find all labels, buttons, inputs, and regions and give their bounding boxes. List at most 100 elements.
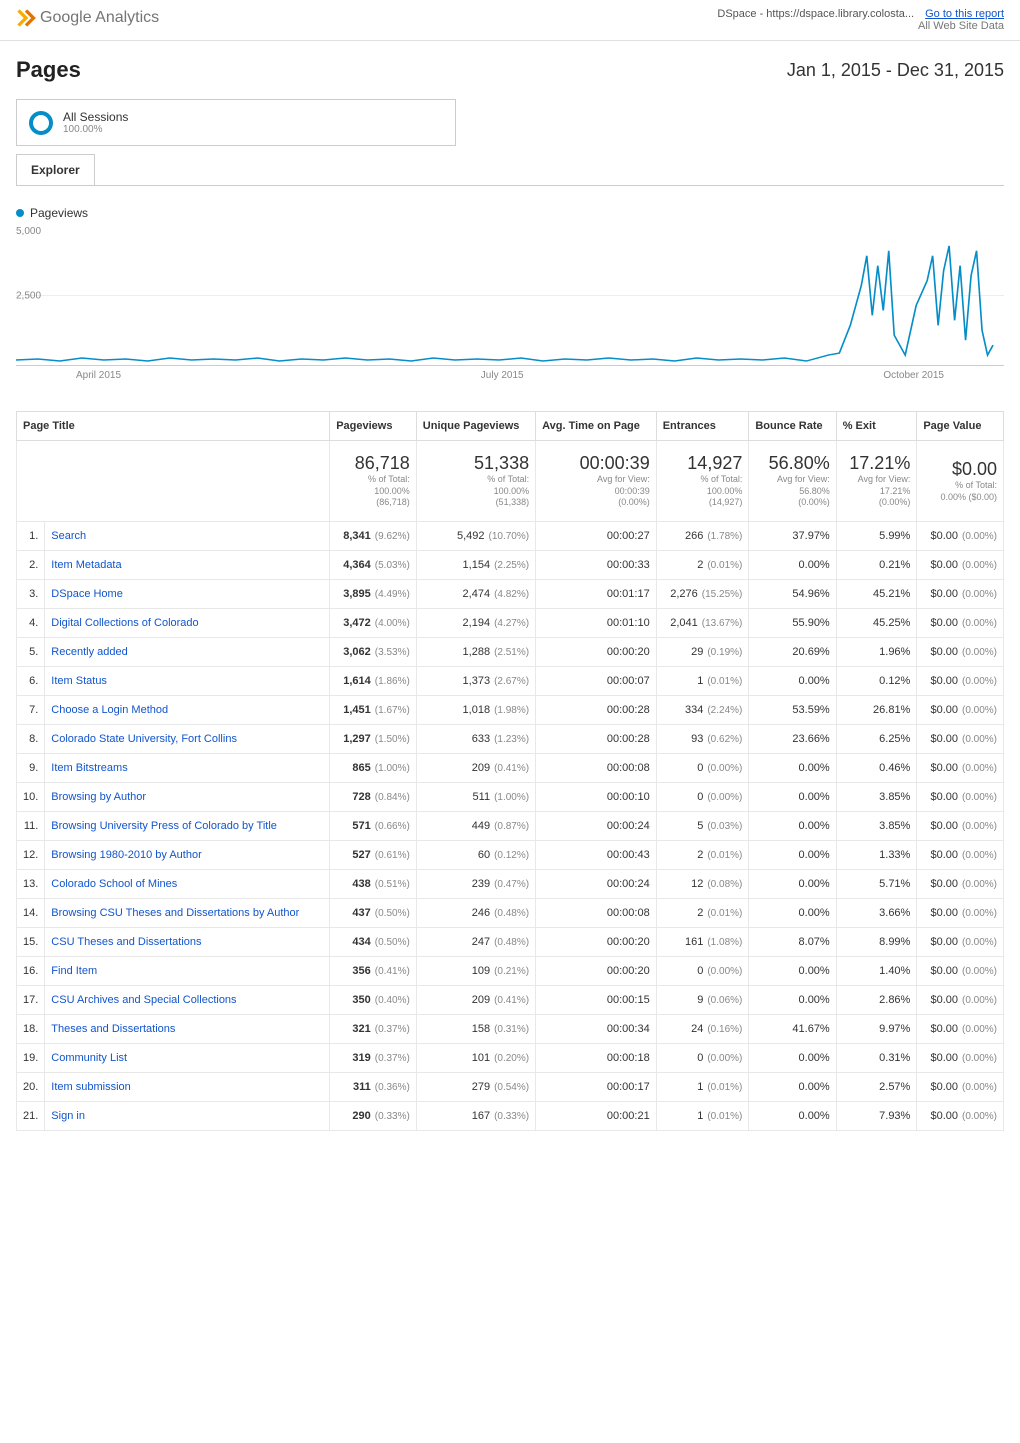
y-axis-mid: 2,500 xyxy=(16,290,41,301)
cell-entrances: 0(0.00%) xyxy=(656,754,749,783)
cell-avgtime: 00:00:08 xyxy=(536,899,657,928)
page-link[interactable]: Browsing 1980-2010 by Author xyxy=(51,849,201,861)
cell-title: Browsing 1980-2010 by Author xyxy=(45,841,330,870)
table-row: 20.Item submission311(0.36%)279(0.54%)00… xyxy=(17,1073,1004,1102)
cell-unique: 2,194(4.27%) xyxy=(416,609,535,638)
col-page-title[interactable]: Page Title xyxy=(17,412,330,441)
row-number: 15. xyxy=(17,928,45,957)
page-link[interactable]: Browsing University Press of Colorado by… xyxy=(51,820,277,832)
page-link[interactable]: Search xyxy=(51,530,86,542)
cell-entrances: 1(0.01%) xyxy=(656,1102,749,1131)
cell-exit: 2.86% xyxy=(836,986,917,1015)
page-link[interactable]: Community List xyxy=(51,1052,127,1064)
cell-unique: 109(0.21%) xyxy=(416,957,535,986)
cell-avgtime: 00:00:24 xyxy=(536,870,657,899)
header-right: DSpace - https://dspace.library.colosta.… xyxy=(717,8,1004,32)
cell-title: DSpace Home xyxy=(45,580,330,609)
table-row: 16.Find Item356(0.41%)109(0.21%)00:00:20… xyxy=(17,957,1004,986)
col-pageviews[interactable]: Pageviews xyxy=(330,412,417,441)
col-entrances[interactable]: Entrances xyxy=(656,412,749,441)
cell-exit: 0.12% xyxy=(836,667,917,696)
cell-unique: 246(0.48%) xyxy=(416,899,535,928)
cell-bounce: 53.59% xyxy=(749,696,836,725)
cell-entrances: 334(2.24%) xyxy=(656,696,749,725)
page-link[interactable]: DSpace Home xyxy=(51,588,123,600)
page-link[interactable]: Choose a Login Method xyxy=(51,704,168,716)
page-link[interactable]: Theses and Dissertations xyxy=(51,1023,175,1035)
cell-unique: 5,492(10.70%) xyxy=(416,522,535,551)
cell-exit: 3.85% xyxy=(836,812,917,841)
page-link[interactable]: CSU Theses and Dissertations xyxy=(51,936,201,948)
page-link[interactable]: Recently added xyxy=(51,646,127,658)
cell-exit: 45.21% xyxy=(836,580,917,609)
row-number: 1. xyxy=(17,522,45,551)
col-avgtime[interactable]: Avg. Time on Page xyxy=(536,412,657,441)
page-link[interactable]: Digital Collections of Colorado xyxy=(51,617,198,629)
cell-title: Search xyxy=(45,522,330,551)
cell-exit: 0.31% xyxy=(836,1044,917,1073)
table-row: 4.Digital Collections of Colorado3,472(4… xyxy=(17,609,1004,638)
cell-bounce: 55.90% xyxy=(749,609,836,638)
col-exit[interactable]: % Exit xyxy=(836,412,917,441)
cell-avgtime: 00:01:17 xyxy=(536,580,657,609)
cell-pageviews: 865(1.00%) xyxy=(330,754,417,783)
cell-entrances: 1(0.01%) xyxy=(656,1073,749,1102)
row-number: 14. xyxy=(17,899,45,928)
cell-unique: 247(0.48%) xyxy=(416,928,535,957)
table-row: 17.CSU Archives and Special Collections3… xyxy=(17,986,1004,1015)
tab-explorer[interactable]: Explorer xyxy=(16,154,95,185)
logo-text: Google Analytics xyxy=(40,9,159,27)
analytics-logo-icon xyxy=(16,8,36,28)
cell-value: $0.00(0.00%) xyxy=(917,812,1004,841)
cell-title: Theses and Dissertations xyxy=(45,1015,330,1044)
col-value[interactable]: Page Value xyxy=(917,412,1004,441)
report-link[interactable]: Go to this report xyxy=(925,8,1004,20)
summary-bounce: 56.80% Avg for View: 56.80% (0.00%) xyxy=(749,441,836,522)
segment-box[interactable]: All Sessions 100.00% xyxy=(16,99,456,146)
cell-entrances: 93(0.62%) xyxy=(656,725,749,754)
page-link[interactable]: Item submission xyxy=(51,1081,130,1093)
page-link[interactable]: CSU Archives and Special Collections xyxy=(51,994,236,1006)
cell-exit: 8.99% xyxy=(836,928,917,957)
col-bounce[interactable]: Bounce Rate xyxy=(749,412,836,441)
row-number: 7. xyxy=(17,696,45,725)
tab-row: Explorer xyxy=(16,154,1004,186)
table-row: 13.Colorado School of Mines438(0.51%)239… xyxy=(17,870,1004,899)
chart-area[interactable]: 5,000 2,500 xyxy=(16,226,1004,366)
page-link[interactable]: Sign in xyxy=(51,1110,85,1122)
cell-bounce: 0.00% xyxy=(749,899,836,928)
row-number: 21. xyxy=(17,1102,45,1131)
cell-value: $0.00(0.00%) xyxy=(917,1044,1004,1073)
cell-unique: 167(0.33%) xyxy=(416,1102,535,1131)
cell-unique: 101(0.20%) xyxy=(416,1044,535,1073)
site-name: DSpace - https://dspace.library.colosta.… xyxy=(717,8,914,20)
cell-unique: 449(0.87%) xyxy=(416,812,535,841)
page-link[interactable]: Colorado State University, Fort Collins xyxy=(51,733,237,745)
page-link[interactable]: Colorado School of Mines xyxy=(51,878,177,890)
cell-value: $0.00(0.00%) xyxy=(917,899,1004,928)
page-link[interactable]: Find Item xyxy=(51,965,97,977)
cell-avgtime: 00:00:21 xyxy=(536,1102,657,1131)
date-range[interactable]: Jan 1, 2015 - Dec 31, 2015 xyxy=(787,60,1004,81)
row-number: 5. xyxy=(17,638,45,667)
summary-avgtime: 00:00:39 Avg for View: 00:00:39 (0.00%) xyxy=(536,441,657,522)
cell-avgtime: 00:00:10 xyxy=(536,783,657,812)
page-link[interactable]: Item Bitstreams xyxy=(51,762,127,774)
table-row: 7.Choose a Login Method1,451(1.67%)1,018… xyxy=(17,696,1004,725)
cell-title: Item Status xyxy=(45,667,330,696)
cell-exit: 3.85% xyxy=(836,783,917,812)
cell-avgtime: 00:00:17 xyxy=(536,1073,657,1102)
page-link[interactable]: Browsing CSU Theses and Dissertations by… xyxy=(51,907,299,919)
cell-value: $0.00(0.00%) xyxy=(917,725,1004,754)
cell-pageviews: 290(0.33%) xyxy=(330,1102,417,1131)
table-row: 3.DSpace Home3,895(4.49%)2,474(4.82%)00:… xyxy=(17,580,1004,609)
page-link[interactable]: Browsing by Author xyxy=(51,791,146,803)
cell-value: $0.00(0.00%) xyxy=(917,551,1004,580)
page-link[interactable]: Item Metadata xyxy=(51,559,121,571)
cell-entrances: 2,276(15.25%) xyxy=(656,580,749,609)
col-unique[interactable]: Unique Pageviews xyxy=(416,412,535,441)
page-link[interactable]: Item Status xyxy=(51,675,107,687)
summary-pageviews: 86,718 % of Total: 100.00% (86,718) xyxy=(330,441,417,522)
cell-exit: 2.57% xyxy=(836,1073,917,1102)
cell-avgtime: 00:00:20 xyxy=(536,957,657,986)
